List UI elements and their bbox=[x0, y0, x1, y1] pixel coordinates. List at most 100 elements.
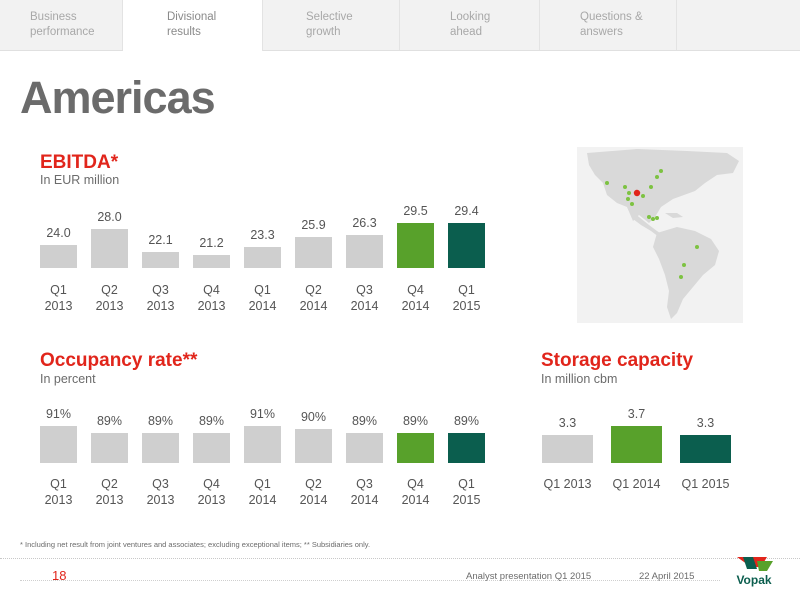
bar bbox=[448, 223, 485, 268]
bar bbox=[193, 255, 230, 268]
bar bbox=[611, 426, 662, 463]
category-label: Q1 2015 bbox=[681, 477, 730, 491]
terminal-dot bbox=[655, 216, 659, 220]
terminal-dot bbox=[641, 194, 645, 198]
bar bbox=[448, 432, 485, 463]
category-label-line: Q4 bbox=[407, 477, 424, 491]
bar bbox=[244, 426, 281, 463]
category-label-line: Q4 bbox=[203, 477, 220, 491]
category-label-line: Q4 bbox=[407, 283, 424, 297]
terminal-dot bbox=[647, 215, 651, 219]
bar bbox=[40, 244, 77, 268]
bar-value-label: 21.2 bbox=[199, 236, 224, 251]
bar bbox=[142, 251, 179, 268]
page-title: Americas bbox=[20, 72, 216, 123]
hq-marker bbox=[633, 189, 641, 197]
bar-value-label: 89% bbox=[402, 413, 429, 428]
category-label-line: 2013 bbox=[197, 299, 226, 313]
category-label-line: 2014 bbox=[350, 493, 379, 507]
category-label-line: Q2 bbox=[305, 283, 322, 297]
category-label-line: Q2 bbox=[305, 477, 322, 491]
bar-value-label: 90% bbox=[300, 410, 327, 425]
terminal-dot bbox=[605, 181, 609, 185]
bar bbox=[40, 426, 77, 463]
category-label-line: 2015 bbox=[452, 493, 481, 507]
bar-value-label: 3.3 bbox=[558, 416, 577, 431]
bar bbox=[142, 432, 179, 463]
terminal-dot bbox=[651, 217, 655, 221]
terminal-dot bbox=[626, 197, 630, 201]
category-label-line: Q2 bbox=[101, 283, 118, 297]
category-label-line: Q3 bbox=[356, 477, 373, 491]
footer-divider bbox=[20, 580, 720, 581]
category-label-line: 2014 bbox=[401, 299, 430, 313]
category-label: Q4 2014 bbox=[386, 282, 446, 314]
bar bbox=[397, 222, 434, 268]
category-label-line: 2014 bbox=[248, 299, 277, 313]
category-label-line: 2014 bbox=[248, 493, 277, 507]
tab-divisional-results[interactable]: Divisional results bbox=[123, 0, 263, 51]
category-label-line: 2013 bbox=[197, 493, 226, 507]
bar bbox=[91, 432, 128, 463]
bar bbox=[542, 435, 593, 463]
presentation-date: 22 April 2015 bbox=[639, 571, 695, 582]
terminal-dot bbox=[655, 175, 659, 179]
tab-label: Divisional results bbox=[167, 11, 217, 38]
tab-selective-growth[interactable]: Selective growth bbox=[263, 0, 400, 50]
occupancy-title: Occupancy rate** bbox=[40, 350, 198, 371]
bar bbox=[680, 435, 731, 463]
tab-label: Questions & answers bbox=[580, 11, 643, 38]
category-label-line: Q3 bbox=[152, 477, 169, 491]
footer-divider bbox=[0, 558, 800, 560]
ebitda-title: EBITDA* bbox=[40, 152, 119, 173]
bar-value-label: 3.3 bbox=[696, 416, 715, 431]
tab-label: Business performance bbox=[30, 11, 95, 38]
north-america-shape bbox=[587, 149, 739, 223]
category-label: Q1 2014 bbox=[233, 476, 293, 508]
tab-questions-answers[interactable]: Questions & answers bbox=[540, 0, 677, 50]
terminal-dot bbox=[649, 185, 653, 189]
bar-value-label: 22.1 bbox=[148, 232, 173, 247]
bar-value-label: 28.0 bbox=[97, 209, 122, 224]
tab-business-performance[interactable]: Business performance bbox=[0, 0, 123, 50]
category-label-line: Q1 bbox=[254, 477, 271, 491]
bar-value-label: 89% bbox=[198, 413, 225, 428]
terminal-dot bbox=[627, 191, 631, 195]
presentation-title: Analyst presentation Q1 2015 bbox=[466, 571, 592, 582]
category-label-line: 2013 bbox=[95, 493, 124, 507]
terminal-dot bbox=[679, 275, 683, 279]
category-label: Q3 2013 bbox=[131, 476, 191, 508]
category-label-line: Q1 bbox=[50, 477, 67, 491]
category-label-line: 2014 bbox=[350, 299, 379, 313]
vopak-logo: Vopak bbox=[736, 557, 773, 587]
bar-value-label: 91% bbox=[45, 407, 72, 421]
category-label-line: Q3 bbox=[356, 283, 373, 297]
terminal-dot bbox=[630, 202, 634, 206]
page-number: 18 bbox=[52, 568, 67, 583]
category-label: Q1 2015 bbox=[437, 476, 497, 508]
section-nav: Business performance Divisional results … bbox=[0, 0, 800, 51]
bar-value-label: 23.3 bbox=[250, 228, 275, 243]
footnote: * Including net result from joint ventur… bbox=[20, 540, 371, 549]
bar-value-label: 26.3 bbox=[352, 216, 377, 231]
tab-looking-ahead[interactable]: Looking ahead bbox=[400, 0, 540, 50]
bar bbox=[346, 235, 383, 268]
category-label-line: 2014 bbox=[299, 493, 328, 507]
category-label-line: 2013 bbox=[44, 299, 73, 313]
category-label-line: 2013 bbox=[146, 493, 175, 507]
americas-map bbox=[577, 147, 743, 323]
category-label: Q1 2013 bbox=[29, 282, 89, 314]
caribbean-shape bbox=[665, 213, 683, 218]
bar-value-label: 91% bbox=[249, 407, 276, 421]
category-label-line: 2013 bbox=[95, 299, 124, 313]
category-label-line: Q3 bbox=[152, 283, 169, 297]
category-label-line: Q4 bbox=[203, 283, 220, 297]
storage-subtitle: In million cbm bbox=[541, 372, 618, 386]
category-label-line: 2014 bbox=[401, 493, 430, 507]
category-label: Q3 2014 bbox=[335, 476, 395, 508]
category-label-line: Q1 bbox=[458, 477, 475, 491]
category-label-line: Q2 bbox=[101, 477, 118, 491]
terminal-markers bbox=[605, 169, 699, 279]
bar bbox=[295, 429, 332, 463]
bar-value-label: 24.0 bbox=[46, 225, 71, 240]
